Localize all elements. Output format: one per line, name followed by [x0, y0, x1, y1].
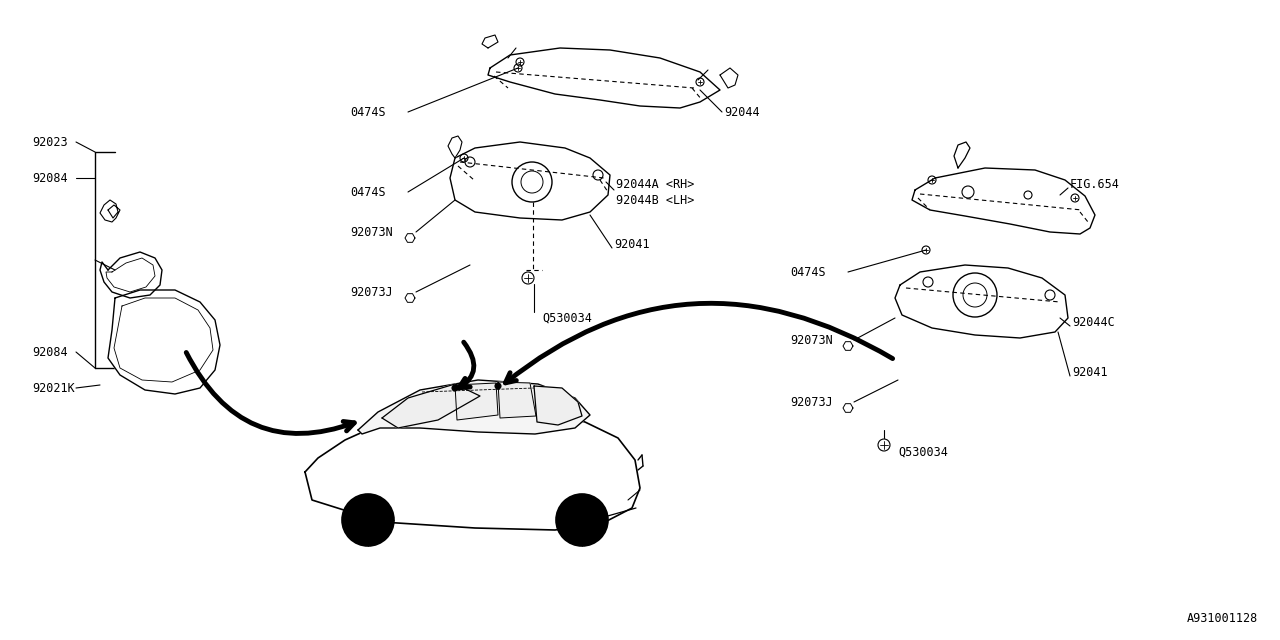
Polygon shape	[498, 382, 536, 418]
Polygon shape	[488, 48, 719, 108]
Text: 92023: 92023	[32, 136, 68, 148]
Circle shape	[342, 494, 394, 546]
Polygon shape	[448, 136, 462, 158]
Polygon shape	[305, 406, 640, 530]
Circle shape	[556, 494, 608, 546]
Polygon shape	[100, 252, 163, 298]
Polygon shape	[454, 383, 498, 420]
Text: 92084: 92084	[32, 346, 68, 358]
Text: 0474S: 0474S	[790, 266, 826, 278]
Text: 92041: 92041	[614, 239, 650, 252]
Polygon shape	[911, 168, 1094, 234]
Text: 92073N: 92073N	[349, 225, 393, 239]
Polygon shape	[108, 290, 220, 394]
Text: 92021K: 92021K	[32, 381, 74, 394]
Polygon shape	[358, 380, 590, 434]
Polygon shape	[719, 68, 739, 88]
Text: 92073J: 92073J	[349, 285, 393, 298]
Text: 92073J: 92073J	[790, 396, 833, 408]
Text: 92044: 92044	[724, 106, 759, 118]
Text: 92084: 92084	[32, 172, 68, 184]
Polygon shape	[404, 234, 415, 243]
Polygon shape	[844, 404, 852, 412]
Circle shape	[495, 383, 500, 389]
Polygon shape	[954, 142, 970, 168]
Circle shape	[452, 385, 458, 391]
Polygon shape	[895, 265, 1068, 338]
Polygon shape	[404, 294, 415, 302]
Text: A931001128: A931001128	[1187, 612, 1258, 625]
Text: Q530034: Q530034	[541, 312, 591, 324]
Polygon shape	[100, 200, 120, 222]
Text: 92044A <RH>: 92044A <RH>	[616, 179, 694, 191]
Text: 0474S: 0474S	[349, 186, 385, 198]
Polygon shape	[381, 384, 480, 428]
Text: 92044B <LH>: 92044B <LH>	[616, 193, 694, 207]
Polygon shape	[534, 386, 582, 425]
Text: FIG.654: FIG.654	[1070, 179, 1120, 191]
Text: 0474S: 0474S	[349, 106, 385, 118]
Polygon shape	[451, 142, 611, 220]
Circle shape	[355, 507, 381, 533]
Text: Q530034: Q530034	[899, 445, 948, 458]
Circle shape	[570, 507, 595, 533]
Polygon shape	[844, 342, 852, 350]
Text: 92041: 92041	[1073, 365, 1107, 378]
Text: 92073N: 92073N	[790, 333, 833, 346]
Polygon shape	[483, 35, 498, 48]
Text: 92044C: 92044C	[1073, 316, 1115, 328]
